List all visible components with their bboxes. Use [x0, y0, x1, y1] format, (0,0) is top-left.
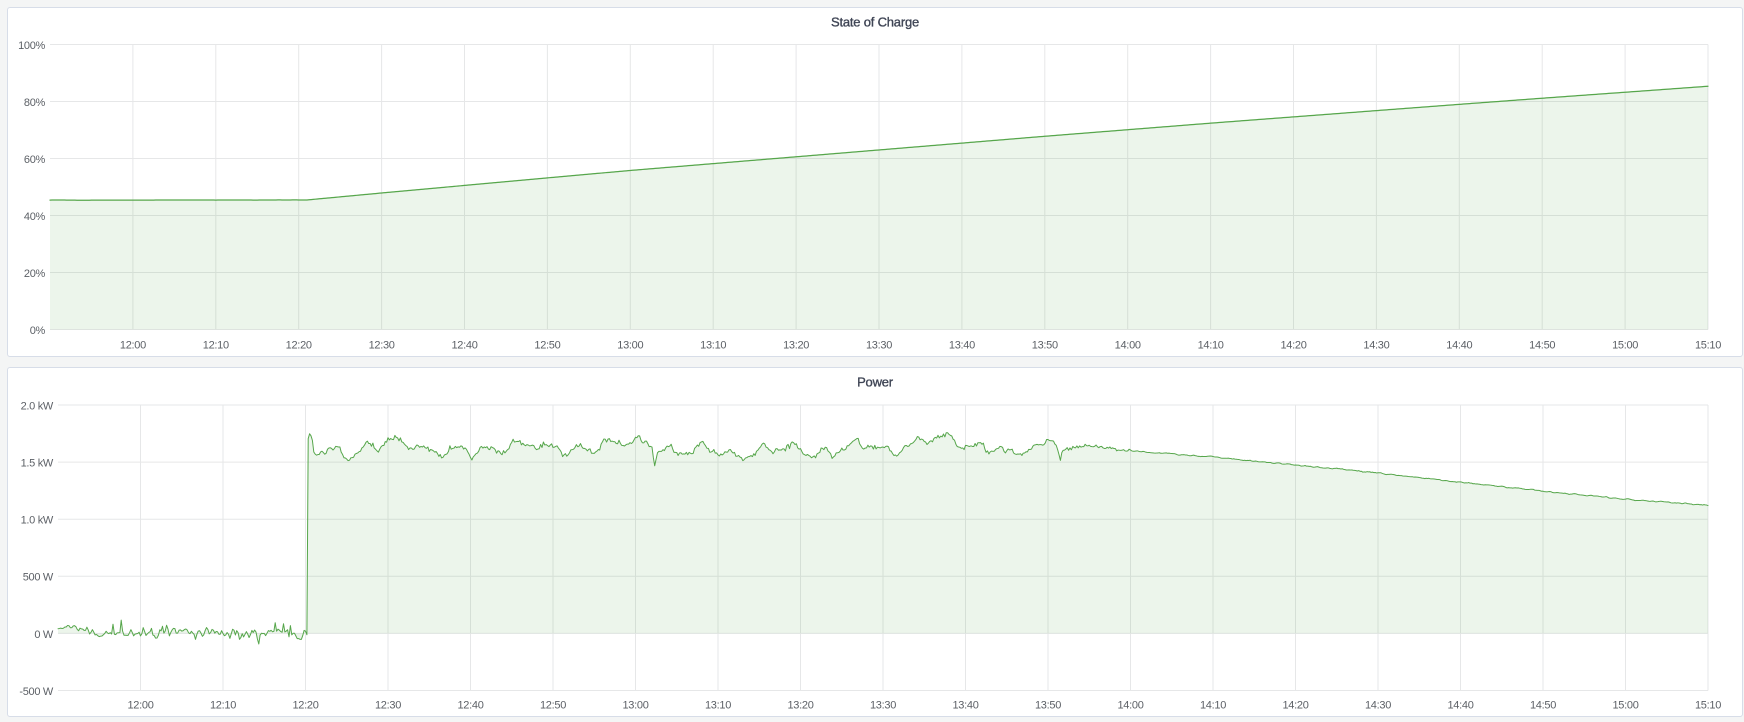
svg-text:14:20: 14:20 [1282, 700, 1308, 712]
svg-text:14:10: 14:10 [1198, 340, 1224, 352]
svg-text:12:40: 12:40 [451, 340, 477, 352]
svg-text:20%: 20% [24, 268, 46, 280]
svg-text:14:50: 14:50 [1529, 340, 1555, 352]
svg-text:13:20: 13:20 [783, 340, 809, 352]
svg-text:40%: 40% [24, 211, 46, 223]
svg-text:15:00: 15:00 [1612, 700, 1638, 712]
svg-text:100%: 100% [18, 40, 45, 52]
svg-text:14:00: 14:00 [1115, 340, 1141, 352]
svg-text:12:10: 12:10 [210, 700, 236, 712]
svg-text:14:10: 14:10 [1200, 700, 1226, 712]
svg-text:Power: Power [857, 375, 894, 390]
svg-text:14:00: 14:00 [1117, 700, 1143, 712]
svg-text:13:50: 13:50 [1032, 340, 1058, 352]
svg-text:13:00: 13:00 [617, 340, 643, 352]
svg-text:12:00: 12:00 [127, 700, 153, 712]
svg-text:12:40: 12:40 [457, 700, 483, 712]
svg-text:0 W: 0 W [34, 629, 54, 641]
svg-text:13:00: 13:00 [622, 700, 648, 712]
svg-text:1.0 kW: 1.0 kW [21, 515, 54, 527]
svg-text:12:50: 12:50 [534, 340, 560, 352]
svg-text:12:20: 12:20 [286, 340, 312, 352]
svg-text:14:20: 14:20 [1280, 340, 1306, 352]
svg-text:-500 W: -500 W [19, 686, 54, 698]
svg-text:14:30: 14:30 [1363, 340, 1389, 352]
svg-text:12:50: 12:50 [540, 700, 566, 712]
svg-text:12:30: 12:30 [369, 340, 395, 352]
svg-text:1.5 kW: 1.5 kW [21, 458, 54, 470]
svg-text:15:10: 15:10 [1695, 700, 1721, 712]
svg-text:15:00: 15:00 [1612, 340, 1638, 352]
svg-text:13:10: 13:10 [700, 340, 726, 352]
svg-text:13:40: 13:40 [952, 700, 978, 712]
svg-text:13:40: 13:40 [949, 340, 975, 352]
svg-text:State of Charge: State of Charge [831, 15, 919, 30]
svg-text:80%: 80% [24, 97, 46, 109]
svg-text:14:40: 14:40 [1447, 700, 1473, 712]
svg-text:12:20: 12:20 [292, 700, 318, 712]
svg-text:0%: 0% [30, 325, 46, 337]
svg-text:2.0 kW: 2.0 kW [21, 400, 54, 412]
svg-text:12:10: 12:10 [203, 340, 229, 352]
svg-text:13:30: 13:30 [870, 700, 896, 712]
svg-text:500 W: 500 W [23, 572, 54, 584]
svg-text:14:30: 14:30 [1365, 700, 1391, 712]
svg-text:13:50: 13:50 [1035, 700, 1061, 712]
svg-text:15:10: 15:10 [1695, 340, 1721, 352]
svg-text:12:00: 12:00 [120, 340, 146, 352]
svg-text:60%: 60% [24, 154, 46, 166]
svg-text:12:30: 12:30 [375, 700, 401, 712]
svg-text:13:20: 13:20 [787, 700, 813, 712]
svg-text:13:30: 13:30 [866, 340, 892, 352]
svg-text:13:10: 13:10 [705, 700, 731, 712]
svg-text:14:40: 14:40 [1446, 340, 1472, 352]
svg-text:14:50: 14:50 [1530, 700, 1556, 712]
